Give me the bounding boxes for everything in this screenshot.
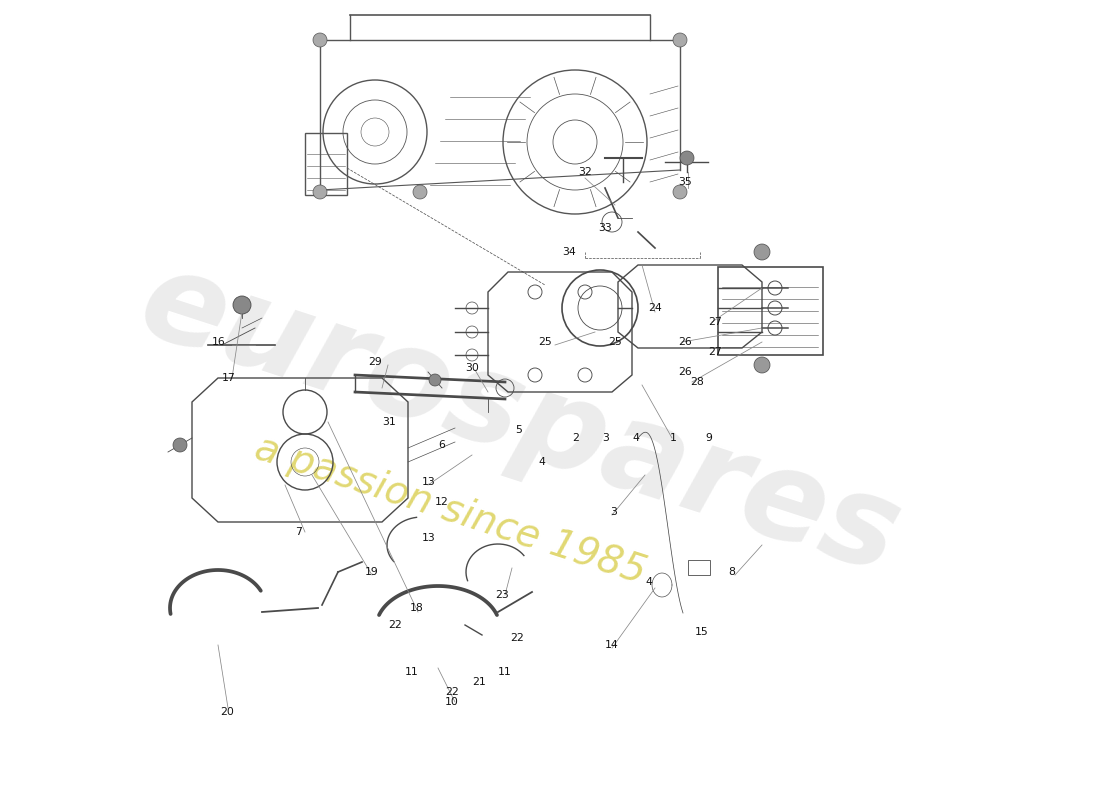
Circle shape xyxy=(314,185,327,199)
Text: 21: 21 xyxy=(472,677,486,687)
Circle shape xyxy=(173,438,187,452)
Text: 27: 27 xyxy=(708,347,722,357)
Text: 32: 32 xyxy=(578,167,592,177)
Circle shape xyxy=(673,185,688,199)
Circle shape xyxy=(412,185,427,199)
Text: 13: 13 xyxy=(422,533,436,543)
Text: 18: 18 xyxy=(410,603,424,613)
Text: 25: 25 xyxy=(538,337,552,347)
Text: 3: 3 xyxy=(610,507,617,517)
Text: 2: 2 xyxy=(572,433,579,443)
Text: 28: 28 xyxy=(690,377,704,387)
Text: eurospares: eurospares xyxy=(125,240,914,600)
Text: 29: 29 xyxy=(368,357,382,367)
Text: 11: 11 xyxy=(405,667,419,677)
Text: 6: 6 xyxy=(438,440,444,450)
Text: 17: 17 xyxy=(222,373,235,383)
Text: 10: 10 xyxy=(446,697,459,707)
Circle shape xyxy=(233,296,251,314)
Text: 9: 9 xyxy=(705,433,712,443)
Text: 12: 12 xyxy=(434,497,449,507)
Text: 25: 25 xyxy=(608,337,622,347)
Text: 3: 3 xyxy=(602,433,609,443)
Text: 4: 4 xyxy=(645,577,652,587)
Text: 13: 13 xyxy=(422,477,436,487)
Text: 26: 26 xyxy=(678,367,692,377)
Bar xyxy=(718,267,823,355)
Text: 22: 22 xyxy=(388,620,401,630)
Text: a passion since 1985: a passion since 1985 xyxy=(250,429,650,591)
Text: 34: 34 xyxy=(562,247,575,257)
Text: 33: 33 xyxy=(598,223,612,233)
Bar xyxy=(688,560,710,575)
Text: 5: 5 xyxy=(515,425,521,435)
Text: 16: 16 xyxy=(212,337,226,347)
Text: 1: 1 xyxy=(670,433,676,443)
Text: 4: 4 xyxy=(538,457,544,467)
Circle shape xyxy=(754,244,770,260)
Text: 20: 20 xyxy=(220,707,234,717)
Text: 22: 22 xyxy=(446,687,459,697)
Text: 26: 26 xyxy=(678,337,692,347)
Bar xyxy=(305,133,346,195)
Text: 4: 4 xyxy=(632,433,639,443)
Circle shape xyxy=(314,33,327,47)
Circle shape xyxy=(673,33,688,47)
Circle shape xyxy=(429,374,441,386)
Text: 24: 24 xyxy=(648,303,662,313)
Text: 22: 22 xyxy=(510,633,524,643)
Circle shape xyxy=(754,357,770,373)
Circle shape xyxy=(680,151,694,165)
Text: 35: 35 xyxy=(678,177,692,187)
Text: 11: 11 xyxy=(498,667,512,677)
Text: 27: 27 xyxy=(708,317,722,327)
Text: 23: 23 xyxy=(495,590,508,600)
Text: 30: 30 xyxy=(465,363,478,373)
Text: 15: 15 xyxy=(695,627,708,637)
Text: 31: 31 xyxy=(382,417,396,427)
Text: 19: 19 xyxy=(365,567,378,577)
Text: 8: 8 xyxy=(728,567,735,577)
Text: 14: 14 xyxy=(605,640,618,650)
Text: 7: 7 xyxy=(295,527,301,537)
